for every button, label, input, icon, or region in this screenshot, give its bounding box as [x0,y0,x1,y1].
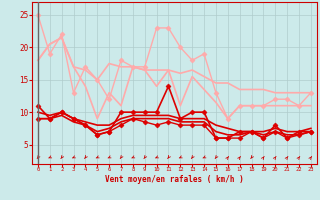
X-axis label: Vent moyen/en rafales ( km/h ): Vent moyen/en rafales ( km/h ) [105,175,244,184]
